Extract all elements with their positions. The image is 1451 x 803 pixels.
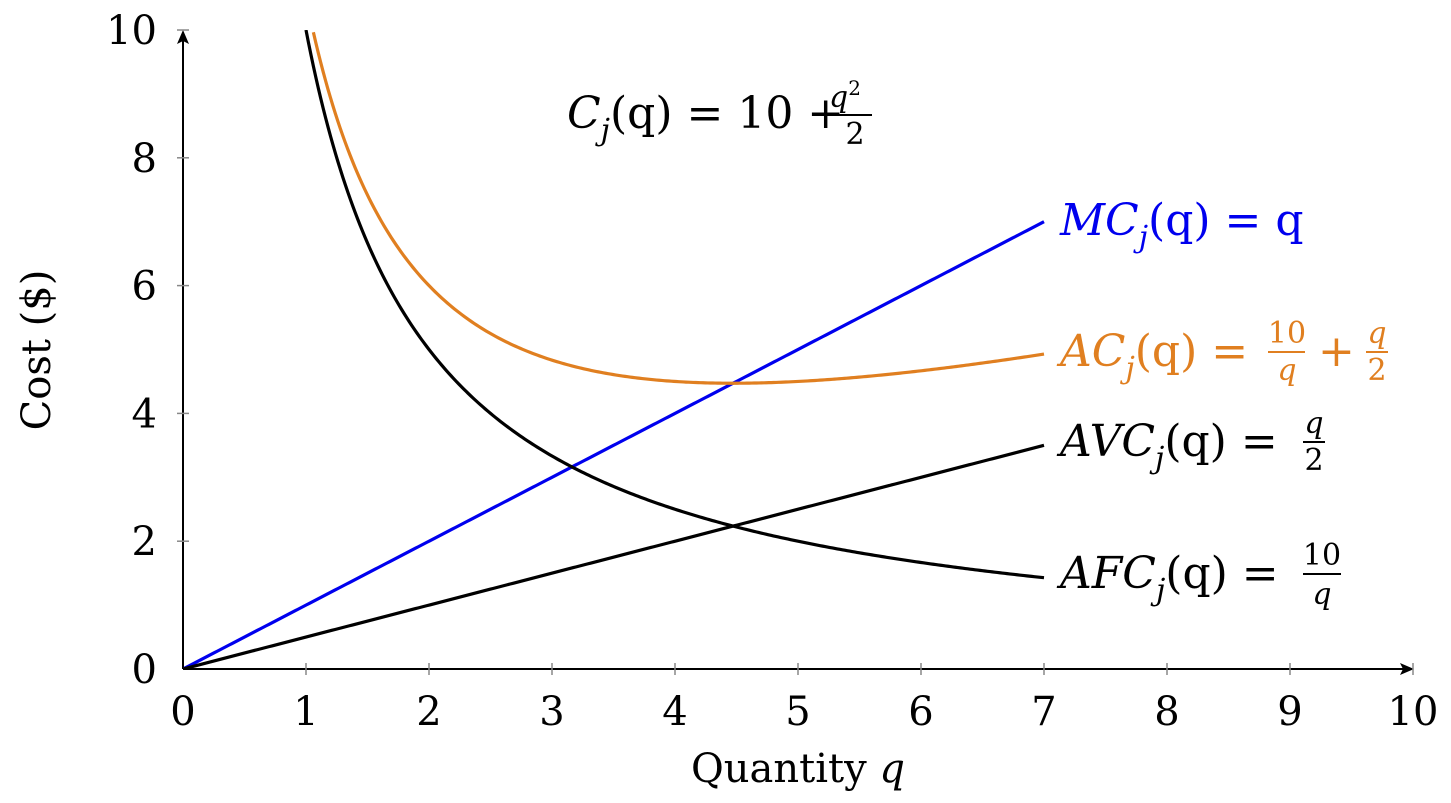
x-tick-label: 6 [908, 689, 933, 735]
svg-text:10: 10 [1303, 538, 1341, 573]
svg-text:ACj(q) =: ACj(q) = [1056, 326, 1248, 386]
y-ticks: 0 2 4 6 8 10 [106, 8, 189, 693]
svg-text:q: q [1304, 406, 1323, 441]
svg-text:2: 2 [1304, 443, 1323, 478]
y-axis-arrow [177, 30, 189, 44]
label-ac: ACj(q) = 10 q + q 2 [1056, 316, 1388, 388]
x-tick-label: 1 [293, 689, 318, 735]
x-tick-label: 4 [662, 689, 687, 735]
svg-text:q: q [1277, 353, 1296, 388]
series-line-mc [183, 220, 1045, 670]
x-tick-label: 8 [1154, 689, 1179, 735]
svg-text:2: 2 [1367, 353, 1386, 388]
svg-text:MCj(q) = q: MCj(q) = q [1059, 195, 1304, 255]
x-tick-label: 10 [1388, 689, 1439, 735]
y-tick-label: 6 [132, 264, 157, 310]
label-afc: AFCj(q) = 10 q [1056, 538, 1341, 612]
x-axis-arrow [1400, 663, 1414, 675]
svg-text:2: 2 [845, 117, 864, 152]
series-line-avc [183, 443, 1045, 670]
y-tick-label: 8 [132, 136, 157, 182]
svg-text:q: q [1312, 577, 1331, 612]
x-tick-label: 9 [1277, 689, 1302, 735]
y-tick-label: 10 [106, 8, 157, 54]
label-mc: MCj(q) = q [1059, 195, 1304, 255]
x-ticks: 0 1 2 3 4 5 6 7 8 9 10 [170, 663, 1438, 735]
svg-text:+: + [1318, 326, 1355, 377]
y-tick-label: 0 [132, 647, 157, 693]
series-line-afc [304, 30, 1045, 580]
svg-text:q: q [1367, 316, 1386, 351]
svg-text:AFCj(q) =: AFCj(q) = [1056, 548, 1279, 608]
cost-function-annotation: Cj(q) = 10 + q2 2 [567, 76, 872, 152]
curves [183, 30, 1045, 670]
label-avc: AVCj(q) = q 2 [1056, 406, 1325, 478]
x-tick-label: 0 [170, 689, 195, 735]
x-tick-label: 7 [1031, 689, 1056, 735]
series-line-ac [311, 31, 1045, 385]
axes [177, 30, 1414, 675]
x-tick-label: 3 [539, 689, 564, 735]
svg-text:q2: q2 [829, 76, 861, 115]
x-tick-label: 5 [785, 689, 810, 735]
y-axis-title: Cost ($) [14, 270, 60, 431]
x-tick-label: 2 [416, 689, 441, 735]
svg-text:AVCj(q) =: AVCj(q) = [1056, 416, 1278, 476]
svg-text:10: 10 [1268, 316, 1306, 351]
y-tick-label: 4 [132, 391, 157, 437]
x-axis-title: Quantity q [691, 746, 905, 792]
y-tick-label: 2 [132, 519, 157, 565]
svg-text:Cj(q) = 10 +: Cj(q) = 10 + [567, 88, 844, 148]
